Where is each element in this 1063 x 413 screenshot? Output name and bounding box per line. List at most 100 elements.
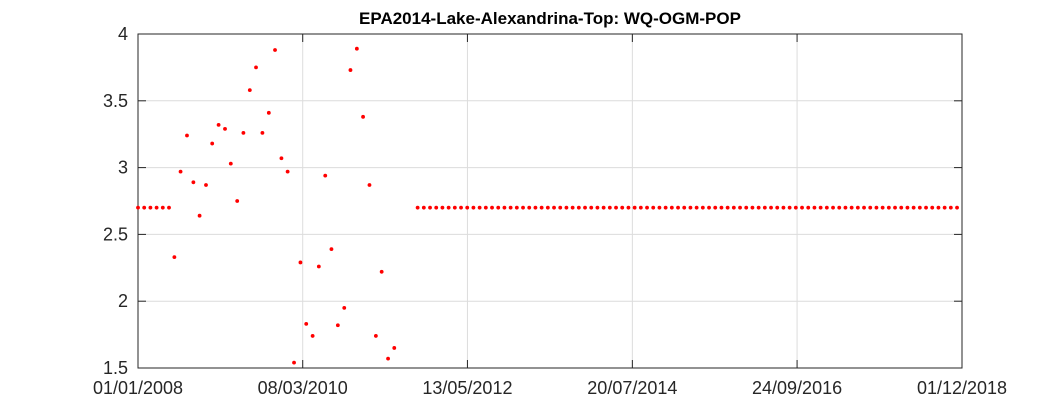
plot-frame [137, 33, 963, 369]
data-point [738, 205, 742, 210]
x-tick-label: 13/05/2012 [422, 378, 512, 398]
data-point [254, 65, 258, 70]
data-point [614, 205, 618, 210]
data-point [862, 205, 866, 210]
data-point [868, 205, 873, 210]
data-point [818, 205, 823, 210]
data-point [855, 205, 860, 210]
data-point [886, 205, 891, 210]
data-point [241, 130, 246, 135]
data-point [386, 356, 390, 361]
data-point [837, 205, 842, 210]
data-point [235, 199, 240, 203]
data-point [329, 247, 334, 251]
x-tick-label: 01/12/2018 [917, 378, 1007, 398]
data-point [379, 269, 384, 274]
data-point [440, 205, 445, 210]
data-point [645, 205, 649, 210]
data-point [459, 205, 463, 210]
x-tick-label: 08/03/2010 [258, 378, 348, 398]
data-point [831, 205, 835, 210]
data-point [323, 173, 328, 178]
data-point [942, 205, 947, 210]
data-point [725, 205, 730, 210]
data-point [421, 205, 426, 210]
data-point [367, 183, 372, 187]
data-point [676, 205, 680, 210]
data-point [273, 48, 277, 52]
data-point [899, 205, 904, 210]
data-point [874, 205, 879, 210]
data-point [601, 205, 606, 210]
data-point [142, 205, 147, 210]
y-tick-label: 2.5 [103, 224, 128, 244]
data-point [527, 205, 532, 210]
data-point [471, 205, 476, 210]
data-point [247, 88, 252, 93]
data-point [651, 205, 656, 210]
data-point [700, 205, 705, 210]
data-point [583, 205, 587, 210]
data-point [167, 205, 171, 210]
data-point [210, 141, 215, 146]
data-point [781, 205, 786, 210]
data-point [936, 205, 941, 210]
data-point [160, 205, 165, 210]
data-point [769, 205, 773, 210]
data-point [930, 205, 935, 210]
data-point [304, 322, 309, 326]
data-point [483, 205, 488, 210]
data-point [824, 205, 829, 210]
data-point [911, 205, 916, 210]
data-point [178, 169, 183, 174]
data-point [415, 205, 420, 210]
data-point [564, 205, 569, 210]
data-point [843, 205, 848, 210]
data-point [266, 110, 271, 115]
data-point [223, 126, 227, 131]
data-point [688, 205, 693, 210]
data-point [620, 205, 625, 210]
data-point [948, 205, 953, 210]
chart-title: EPA2014-Lake-Alexandrina-Top: WQ-OGM-POP [359, 9, 741, 28]
data-point [905, 205, 910, 210]
data-point [228, 161, 233, 166]
data-point [465, 205, 470, 210]
y-tick-label: 2 [118, 291, 128, 311]
data-point [502, 205, 507, 210]
data-point [812, 205, 817, 210]
x-tick-label: 01/01/2008 [93, 378, 183, 398]
data-point [310, 334, 315, 338]
data-point [316, 264, 321, 269]
data-point [595, 205, 600, 210]
data-point [508, 205, 513, 210]
data-point [626, 205, 631, 210]
data-point [607, 205, 612, 210]
data-point [756, 205, 761, 210]
data-point [787, 205, 792, 210]
data-point [955, 205, 959, 210]
y-tick-label: 4 [118, 24, 128, 44]
data-point [694, 205, 699, 210]
data-point [750, 205, 755, 210]
data-point [663, 205, 668, 210]
data-point [521, 205, 525, 210]
data-point [552, 205, 556, 210]
data-point [392, 346, 397, 350]
data-point [924, 205, 928, 210]
data-point [775, 205, 780, 210]
grid-layer [138, 34, 962, 368]
data-point [893, 205, 897, 210]
data-point [446, 205, 451, 210]
data-point [204, 183, 208, 187]
data-point [880, 205, 885, 210]
data-point [285, 169, 290, 174]
data-point [361, 114, 365, 119]
data-point [373, 334, 378, 338]
data-point [657, 205, 662, 210]
data-point [348, 68, 353, 72]
data-point [917, 205, 922, 210]
data-point [191, 180, 196, 185]
data-point [638, 205, 643, 210]
